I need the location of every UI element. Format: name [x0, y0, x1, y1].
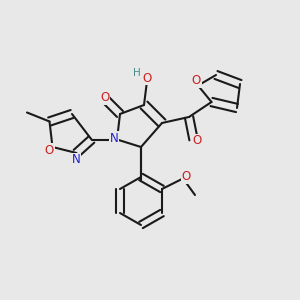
Text: O: O — [182, 170, 190, 184]
Text: N: N — [110, 131, 118, 145]
Text: O: O — [45, 143, 54, 157]
Text: O: O — [100, 91, 109, 104]
Text: O: O — [142, 71, 152, 85]
Text: O: O — [193, 134, 202, 148]
Text: H: H — [133, 68, 140, 79]
Text: N: N — [72, 153, 81, 166]
Text: O: O — [192, 74, 201, 88]
